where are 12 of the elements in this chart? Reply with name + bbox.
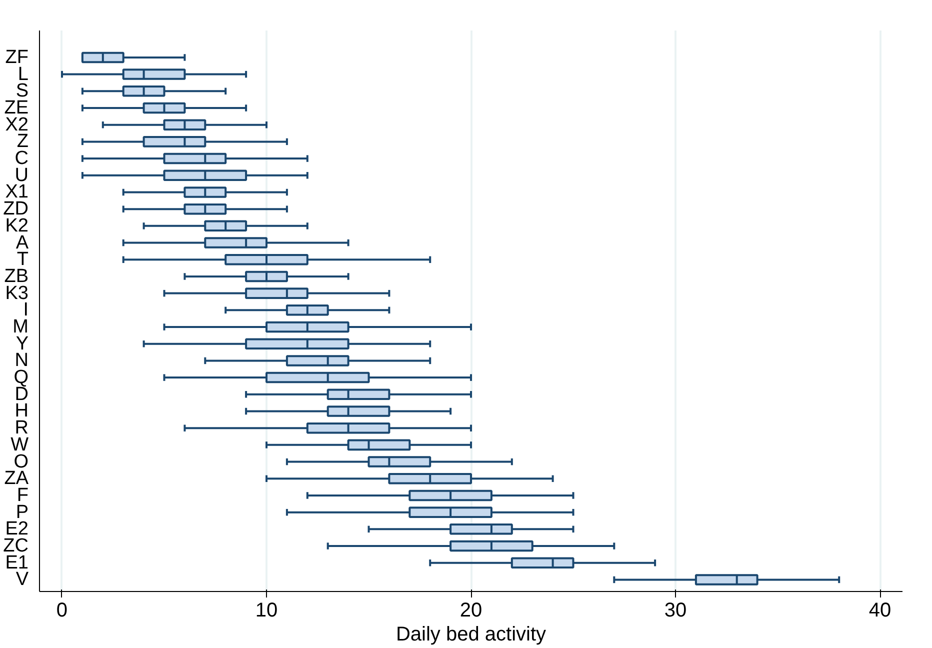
x-tick-label: 20 (460, 600, 482, 622)
x-tick-label: 40 (868, 600, 892, 622)
x-tick-label: 30 (664, 600, 687, 622)
y-tick-label: F (16, 484, 29, 506)
x-tick-label: 0 (56, 600, 68, 622)
x-axis-title: Daily bed activity (396, 624, 546, 646)
y-tick-label: ZE (4, 97, 28, 118)
y-tick-label: V (16, 569, 29, 590)
y-tick-label: K2 (5, 215, 29, 236)
y-tick-label: ZF (5, 46, 29, 68)
x-tick-label: 10 (255, 600, 278, 622)
y-tick-label: W (10, 434, 29, 456)
